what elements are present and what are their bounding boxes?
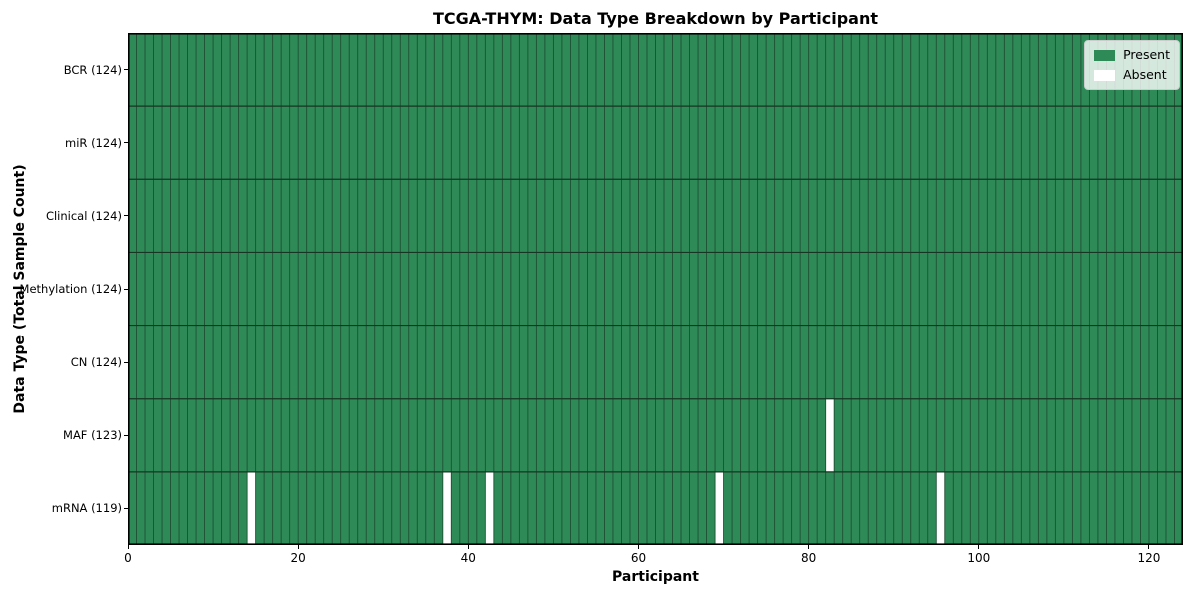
legend-item-absent: Absent: [1094, 68, 1170, 82]
x-axis-label: Participant: [612, 569, 699, 585]
y-tick-label: MAF (123): [63, 428, 122, 443]
y-tick-label: Clinical (124): [45, 208, 122, 223]
heatmap-cell-absent-mRNA-37: [442, 471, 452, 545]
x-tick-mark: [297, 545, 299, 549]
x-tick-mark: [127, 545, 129, 549]
x-tick-mark: [637, 545, 639, 549]
y-tick-mark: [124, 361, 128, 363]
x-tick-mark: [1148, 545, 1150, 549]
y-tick-mark: [124, 434, 128, 436]
heatmap-cell-absent-MAF-82: [825, 398, 835, 472]
x-tick-label: 80: [801, 551, 817, 565]
x-tick-label: 100: [967, 551, 991, 565]
x-tick-label: 40: [460, 551, 476, 565]
heatmap-cell-absent-mRNA-69: [715, 471, 724, 545]
heatmap-svg: [128, 33, 1183, 545]
x-tick-mark: [978, 545, 980, 549]
legend: Present Absent: [1084, 40, 1180, 90]
legend-swatch-absent-icon: [1094, 69, 1116, 81]
y-tick-label: BCR (124): [63, 62, 122, 77]
x-tick-label: 120: [1137, 551, 1161, 565]
y-tick-label: mRNA (119): [51, 501, 122, 516]
chart-title: TCGA-THYM: Data Type Breakdown by Partic…: [432, 9, 879, 28]
legend-label-absent: Absent: [1123, 67, 1167, 82]
x-tick-mark: [467, 545, 469, 549]
plot-area: [128, 33, 1183, 545]
x-tick-label: 0: [124, 551, 132, 565]
y-tick-mark: [124, 288, 128, 290]
x-tick-label: 20: [290, 551, 306, 565]
legend-label-present: Present: [1123, 47, 1170, 62]
y-tick-label: CN (124): [70, 355, 122, 370]
heatmap-cell-absent-mRNA-14: [247, 471, 256, 545]
heatmap-cell-absent-mRNA-42: [485, 471, 494, 545]
y-tick-label: miR (124): [65, 135, 122, 150]
y-tick-mark: [124, 507, 128, 509]
y-tick-mark: [124, 215, 128, 217]
y-tick-mark: [124, 142, 128, 144]
y-tick-label: Methylation (124): [19, 282, 122, 296]
plot-spine: [128, 33, 1183, 545]
y-axis-label: Data Type (Total Sample Count): [12, 164, 28, 414]
y-tick-mark: [124, 69, 128, 71]
heatmap-cell-absent-mRNA-95: [936, 471, 945, 545]
x-tick-mark: [808, 545, 810, 549]
x-tick-label: 60: [630, 551, 647, 565]
legend-swatch-present-icon: [1094, 49, 1116, 61]
legend-item-present: Present: [1094, 48, 1170, 62]
